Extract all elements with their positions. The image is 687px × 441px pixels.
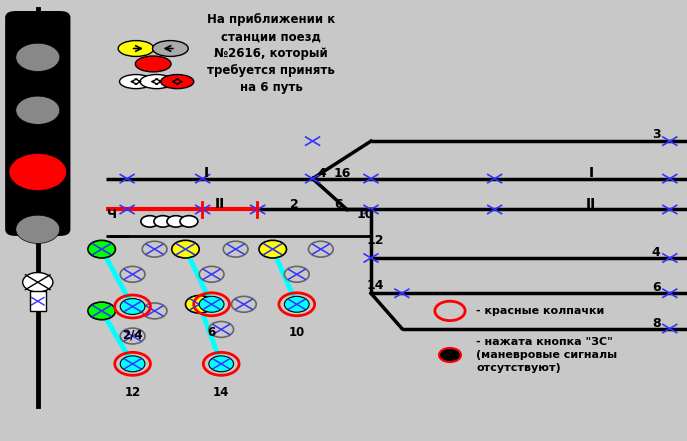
Circle shape [9, 153, 67, 191]
Ellipse shape [153, 41, 188, 56]
Circle shape [284, 266, 309, 282]
FancyBboxPatch shape [5, 11, 71, 236]
Text: II: II [586, 197, 596, 211]
Circle shape [308, 241, 333, 257]
Circle shape [167, 216, 185, 227]
Circle shape [284, 296, 309, 312]
Circle shape [142, 303, 167, 319]
Circle shape [172, 240, 199, 258]
Text: 8: 8 [652, 317, 660, 330]
Circle shape [223, 241, 248, 257]
Text: 4: 4 [652, 246, 660, 259]
Text: - нажата кнопка "ЗС"
(маневровые сигналы
отсутствуют): - нажата кнопка "ЗС" (маневровые сигналы… [476, 337, 617, 373]
Circle shape [142, 241, 167, 257]
Text: - красные колпачки: - красные колпачки [476, 306, 605, 316]
Text: На приближении к
станции поезд
№2616, который
требуется принять
на 6 путь: На приближении к станции поезд №2616, ко… [207, 13, 335, 94]
Circle shape [199, 266, 224, 282]
Circle shape [439, 348, 461, 362]
Circle shape [16, 43, 60, 71]
Text: 14: 14 [366, 279, 384, 292]
Circle shape [259, 240, 286, 258]
Ellipse shape [135, 56, 171, 72]
Text: 10: 10 [357, 208, 374, 221]
Text: 10: 10 [289, 326, 305, 339]
Circle shape [435, 301, 465, 321]
Circle shape [141, 216, 159, 227]
Text: 6: 6 [207, 326, 216, 339]
Text: 6: 6 [652, 281, 660, 295]
Text: 12: 12 [366, 234, 384, 247]
Circle shape [120, 299, 145, 314]
Circle shape [16, 215, 60, 243]
Circle shape [232, 296, 256, 312]
Text: 2: 2 [290, 198, 298, 211]
Ellipse shape [118, 41, 154, 56]
Text: 14: 14 [213, 386, 229, 399]
Text: 12: 12 [124, 386, 141, 399]
FancyBboxPatch shape [30, 291, 46, 311]
Circle shape [23, 273, 53, 292]
Text: 6: 6 [335, 198, 343, 211]
Circle shape [185, 295, 213, 313]
Text: 4: 4 [317, 167, 326, 180]
Circle shape [16, 96, 60, 124]
Ellipse shape [140, 75, 173, 89]
Text: Ч: Ч [107, 208, 117, 221]
Circle shape [88, 240, 115, 258]
Circle shape [120, 356, 145, 372]
Circle shape [209, 321, 234, 337]
Circle shape [120, 266, 145, 282]
Text: I: I [203, 166, 209, 180]
Text: II: II [215, 197, 225, 211]
Text: 2/4: 2/4 [122, 329, 143, 341]
Circle shape [199, 296, 224, 312]
Text: 16: 16 [333, 167, 351, 180]
Circle shape [180, 216, 198, 227]
Ellipse shape [161, 75, 194, 89]
Text: I: I [588, 166, 594, 180]
Circle shape [154, 216, 172, 227]
Text: 3: 3 [652, 128, 660, 141]
Circle shape [88, 302, 115, 320]
Ellipse shape [120, 75, 153, 89]
Circle shape [120, 328, 145, 344]
Circle shape [209, 356, 234, 372]
